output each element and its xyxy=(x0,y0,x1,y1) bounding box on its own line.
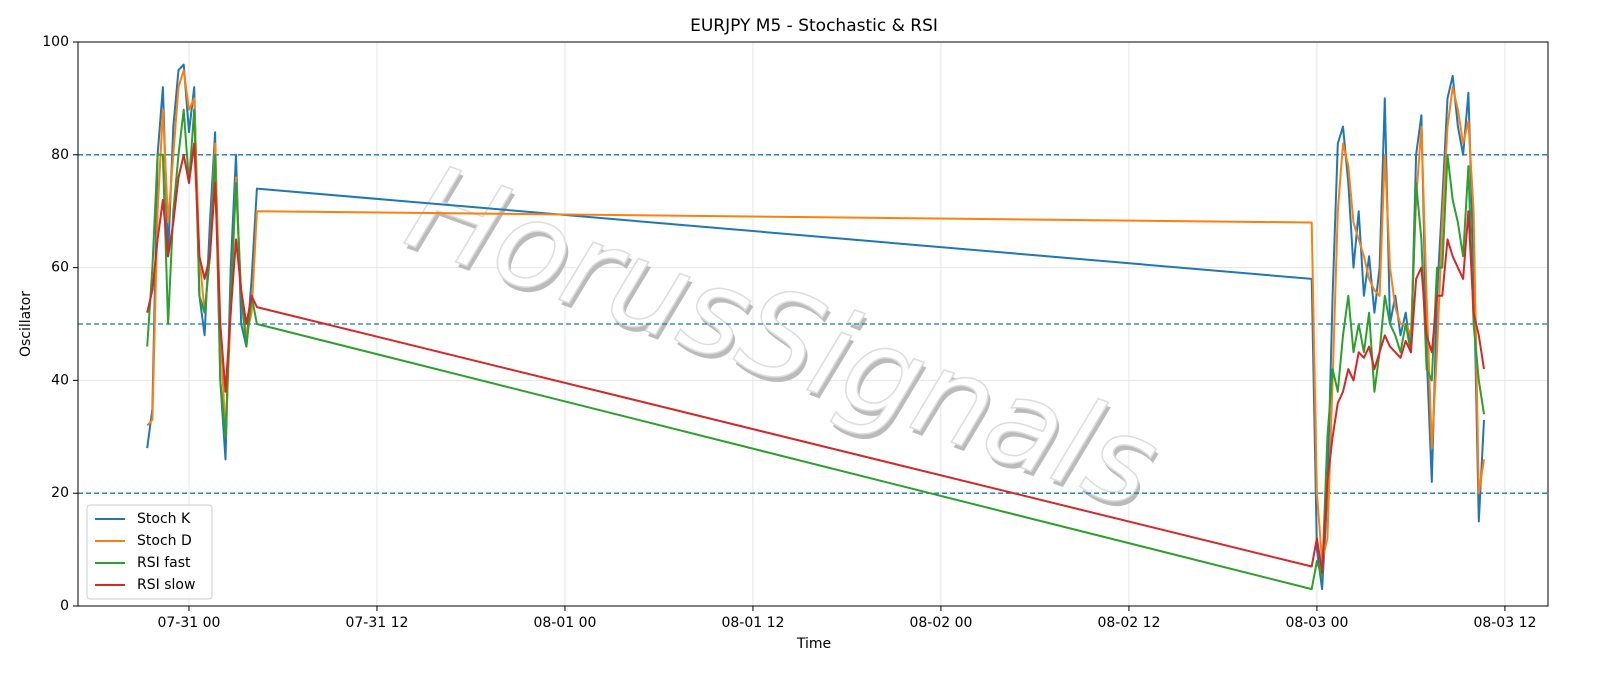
y-tick-label: 40 xyxy=(51,372,69,388)
y-axis-label: Oscillator xyxy=(18,291,34,357)
chart-title: EURJPY M5 - Stochastic & RSI xyxy=(690,16,938,36)
legend-box xyxy=(86,504,213,600)
plot-frame xyxy=(77,41,1549,607)
legend-label: RSI slow xyxy=(137,577,195,593)
x-tick-label: 08-01 00 xyxy=(533,615,596,631)
y-tick-label: 0 xyxy=(60,598,69,614)
y-tick-label: 80 xyxy=(51,147,69,163)
x-axis-label: Time xyxy=(796,636,831,652)
y-tick-label: 20 xyxy=(51,485,69,501)
y-tick-label: 100 xyxy=(42,34,69,50)
x-tick-label: 07-31 12 xyxy=(345,615,408,631)
legend-label: Stoch K xyxy=(137,511,191,527)
x-tick-label: 08-02 12 xyxy=(1097,615,1160,631)
x-tick-label: 08-03 12 xyxy=(1473,615,1536,631)
x-tick-label: 07-31 00 xyxy=(157,615,220,631)
series-line xyxy=(146,142,1485,574)
x-tick-label: 08-02 00 xyxy=(909,615,972,631)
x-tick-label: 08-01 12 xyxy=(721,615,784,631)
legend-label: Stoch D xyxy=(137,533,192,549)
watermark-group: HorusSignals HorusSignals xyxy=(390,138,1176,542)
y-tick-label: 60 xyxy=(51,260,69,276)
watermark: HorusSignals xyxy=(391,139,1174,537)
x-tick-label: 08-03 00 xyxy=(1285,615,1348,631)
series-line xyxy=(146,108,1485,591)
legend-label: RSI fast xyxy=(137,555,191,571)
